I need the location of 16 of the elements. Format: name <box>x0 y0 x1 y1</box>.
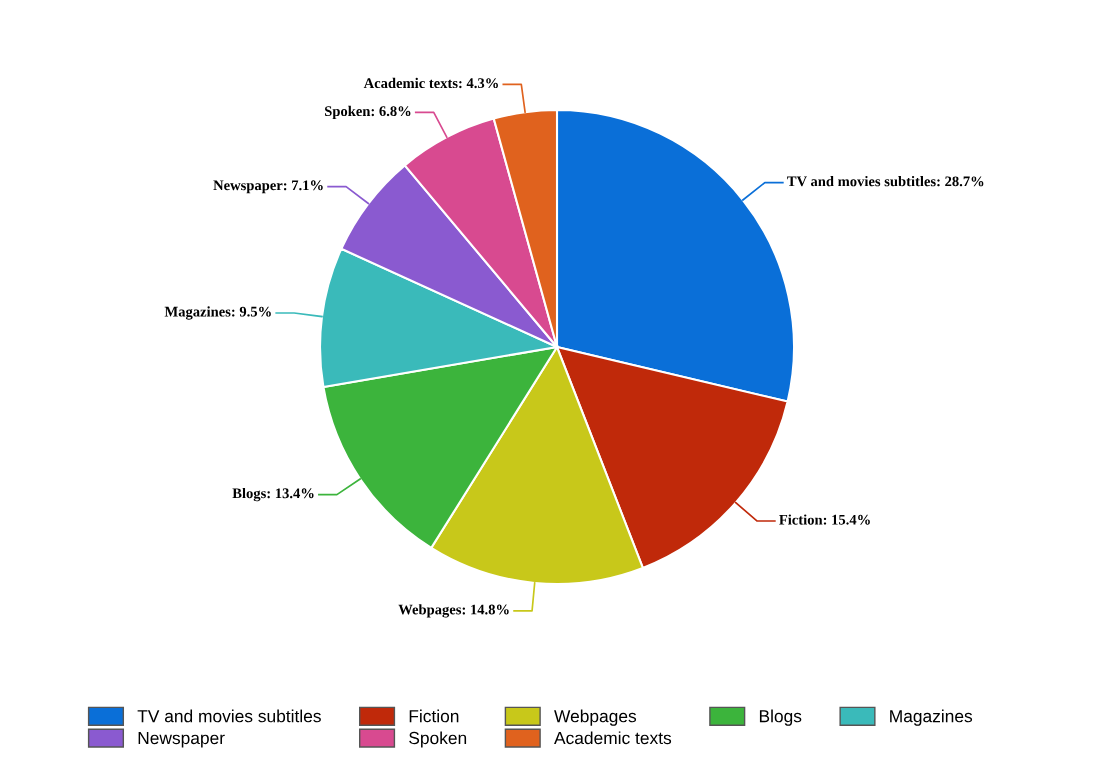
legend-label: TV and movies subtitles <box>137 709 321 723</box>
legend-label: Academic texts <box>554 731 672 745</box>
legend-label: Spoken <box>409 731 467 748</box>
legend-label: Newspaper <box>138 732 225 748</box>
data-label: Academic texts: 4.3% <box>363 77 498 89</box>
data-label: Newspaper: 7.1% <box>213 180 323 194</box>
data-label: Fiction: 15.4% <box>779 514 870 525</box>
legend-label: Magazines <box>890 709 973 726</box>
data-label: Spoken: 6.8% <box>324 105 411 120</box>
data-label: Blogs: 13.4% <box>232 487 314 502</box>
legend-label: Blogs <box>759 709 802 726</box>
legend-label: Webpages <box>554 709 637 726</box>
data-label: Magazines: 9.5% <box>164 306 271 320</box>
data-label: TV and movies subtitles: 28.7% <box>787 176 984 187</box>
legend-label: Fiction <box>409 709 459 723</box>
data-label: Webpages: 14.8% <box>398 604 509 618</box>
